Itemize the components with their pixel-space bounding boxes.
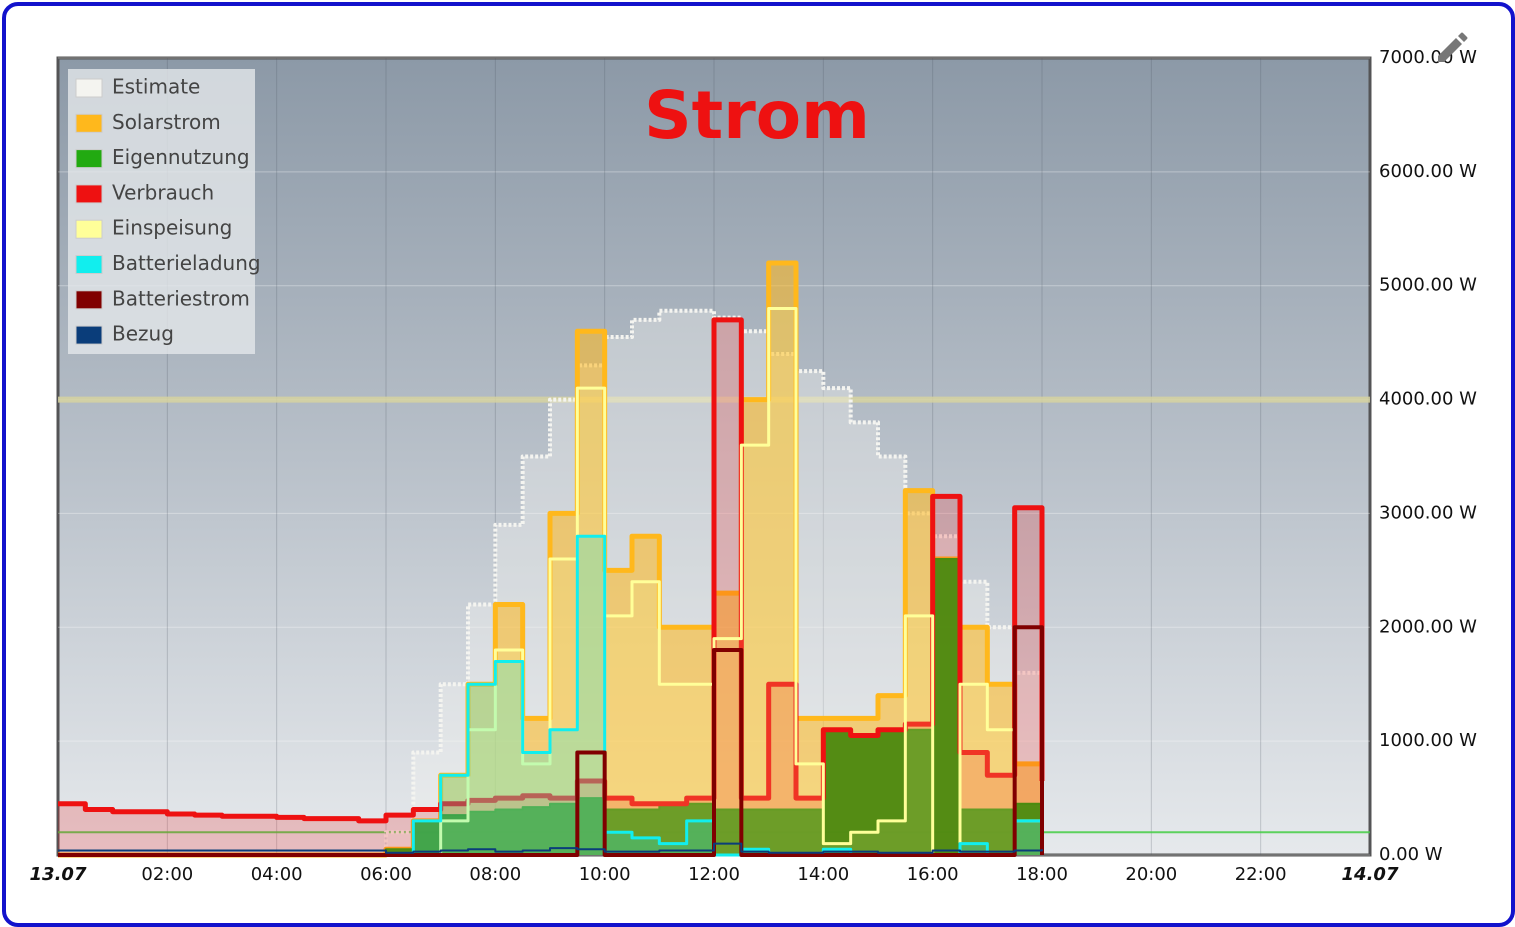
edit-button[interactable] [1438,32,1468,63]
legend-label: Batteriestrom [112,286,250,310]
series-line [58,842,1043,854]
legend-swatch [75,255,103,274]
series-area [58,536,1042,855]
legend-swatch [75,290,103,310]
x-tick-label: 18:00 [1016,864,1068,885]
y-tick-label: 5000.00 W [1379,275,1477,296]
legend-swatch [75,219,103,239]
y-tick-label: 1000.00 W [1379,730,1477,751]
y-tick-label: 0.00 W [1379,844,1443,865]
y-tick-label: 3000.00 W [1379,502,1477,523]
legend-label: Verbrauch [112,180,214,204]
x-tick-label: 06:00 [360,864,412,885]
legend-label: Bezug [112,322,174,346]
legend-swatch [75,113,103,133]
pencil-icon[interactable] [1438,32,1468,63]
y-tick-label: 6000.00 W [1379,161,1477,182]
x-tick-label: 14:00 [797,864,849,885]
x-tick-label: 16:00 [907,864,959,885]
x-tick-label: 14.07 [1342,864,1399,885]
legend-label: Einspeisung [112,216,232,240]
x-tick-label: 22:00 [1235,864,1287,885]
y-tick-label: 4000.00 W [1379,389,1477,410]
legend-swatch [75,325,103,345]
legend-swatch [75,78,103,98]
series-area [58,558,1042,855]
x-tick-label: 20:00 [1125,864,1177,885]
legend: Estimate Solarstrom Eigennutzung Verbrauch E… [68,69,261,354]
x-tick-label: 02:00 [141,864,193,885]
chart-title: Strom [644,77,870,154]
x-tick-label: 12:00 [688,864,740,885]
series-line [358,308,1044,857]
y-tick-label: 7000.00 W [1379,47,1477,68]
marks [58,260,1045,858]
y-tick-label: 2000.00 W [1379,616,1477,637]
legend-swatch [75,149,103,169]
x-tick-label: 08:00 [469,864,521,885]
x-tick-label: 04:00 [251,864,303,885]
legend-label: Estimate [112,75,200,99]
x-tick-label: 13.07 [30,864,87,885]
legend-swatch [75,184,103,204]
x-tick-label: 10:00 [579,864,631,885]
legend-label: Solarstrom [112,110,221,134]
series-line [58,625,1044,857]
legend-label: Eigennutzung [112,145,250,169]
legend-label: Batterieladung [112,251,261,275]
